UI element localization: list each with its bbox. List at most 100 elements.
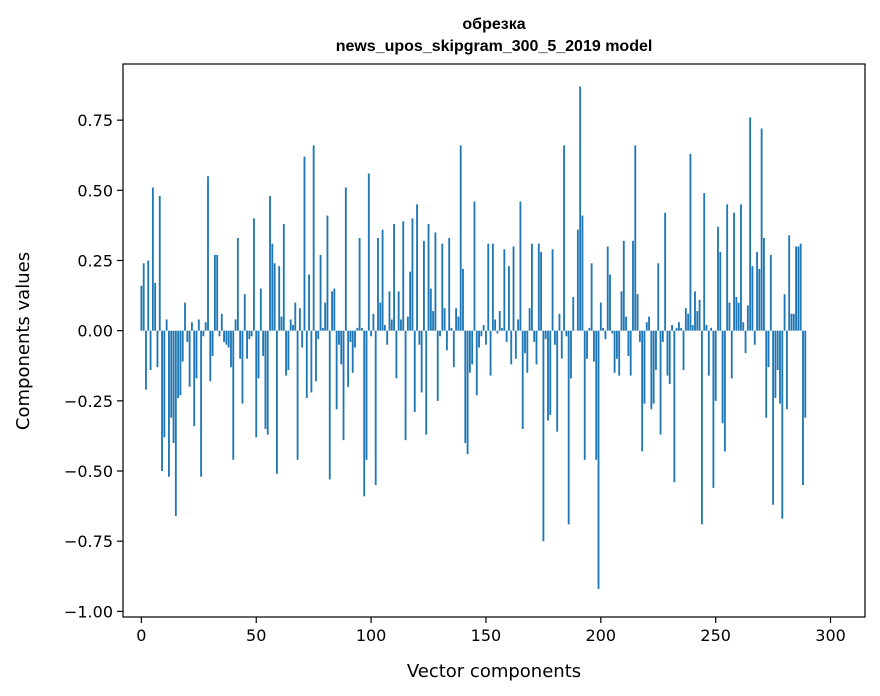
bar-185 [565,330,568,337]
bar-67 [294,302,297,331]
bar-75 [312,145,315,331]
bar-110 [393,224,395,331]
bar-23 [193,330,196,427]
bar-233 [675,327,678,331]
bar-251 [717,226,719,331]
bar-156 [498,311,501,331]
bar-97 [363,330,366,497]
bar-179 [551,249,554,331]
bar-30 [209,330,212,382]
bar-213 [629,330,632,376]
bar-112 [397,291,400,331]
bar-138 [457,316,460,331]
x-tick-label: 150 [471,626,502,645]
bar-61 [280,316,283,331]
bar-278 [779,330,781,404]
bar-208 [618,330,621,376]
bar-144 [471,330,474,365]
bar-35 [220,313,223,331]
bar-231 [671,325,673,331]
bar-18 [181,330,184,362]
bar-155 [496,330,499,334]
bar-115 [404,330,407,441]
bar-191 [579,86,582,331]
bar-81 [326,215,329,331]
bar-87 [340,330,343,365]
y-tick-label: 0.00 [77,322,113,341]
bar-109 [390,319,393,331]
y-tick-label: 0.25 [77,251,113,270]
bar-262 [742,322,745,331]
bar-0 [140,285,143,331]
bar-72 [305,330,308,399]
bar-53 [262,330,265,356]
bar-84 [333,288,336,331]
bar-152 [489,330,492,376]
bar-175 [542,330,545,542]
bar-223 [652,330,655,404]
bar-16 [177,330,180,399]
bar-121 [418,330,421,345]
bar-170 [530,243,533,331]
bar-68 [296,330,299,460]
bar-74 [310,330,313,393]
bar-277 [776,330,779,370]
bar-266 [751,266,754,331]
bar-235 [680,327,683,331]
bar-234 [678,322,680,331]
bar-263 [744,330,747,354]
bar-107 [386,330,389,345]
bar-164 [517,319,520,331]
bar-190 [576,229,579,331]
bar-64 [287,330,290,370]
bar-13 [170,330,173,418]
bar-26 [200,330,203,477]
bar-267 [753,330,756,345]
bar-20 [186,330,189,342]
bar-165 [519,201,522,331]
bar-236 [682,330,685,370]
bar-250 [714,330,717,401]
bar-276 [774,330,777,399]
bar-133 [445,330,448,351]
bar-207 [615,330,618,359]
bar-137 [455,308,458,331]
bar-211 [625,316,628,331]
bar-6 [154,282,157,331]
bar-245 [703,193,706,331]
bar-214 [632,240,634,331]
bar-129 [436,330,439,401]
bar-252 [719,252,722,331]
bar-157 [501,327,503,331]
bar-219 [643,330,646,404]
bar-145 [473,201,476,331]
bar-240 [691,325,694,331]
bar-257 [730,330,733,379]
bar-2 [145,330,147,390]
bar-162 [512,246,515,331]
bar-258 [733,212,735,331]
bar-227 [661,330,664,342]
bar-27 [202,330,205,337]
bar-248 [710,327,713,331]
bar-36 [223,330,225,342]
bar-200 [599,302,602,331]
bar-176 [544,330,547,340]
bar-120 [416,204,418,331]
bar-166 [521,330,524,429]
bar-147 [478,330,480,348]
bar-45 [243,294,246,331]
bar-241 [694,291,696,331]
bar-287 [799,243,802,331]
bar-194 [586,330,588,359]
y-axis-label: Components values [13,252,34,430]
bar-58 [273,263,276,331]
bar-55 [266,330,269,435]
bar-254 [723,330,726,452]
bar-90 [347,330,350,387]
bar-188 [572,296,575,331]
bar-151 [487,243,490,331]
bar-128 [434,232,437,331]
bar-126 [429,288,432,331]
